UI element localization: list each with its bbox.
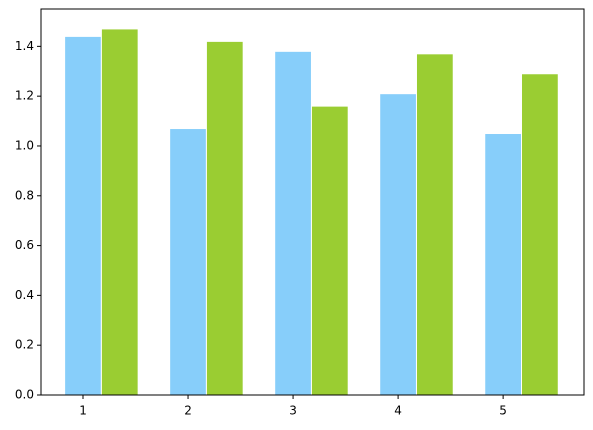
y-tick-label: 1.0 [15, 138, 34, 152]
bar [274, 50, 312, 396]
bar [415, 53, 454, 396]
bar [310, 105, 349, 396]
bar [169, 128, 207, 396]
plot-frame [40, 8, 585, 396]
y-tick-label: 1.4 [15, 39, 34, 53]
bar [205, 40, 244, 396]
y-tick-label: 0.6 [15, 238, 34, 252]
x-tick-label: 2 [184, 404, 192, 418]
y-tick-label: 1.2 [15, 89, 34, 103]
x-tick-label: 1 [79, 404, 87, 418]
y-tick-label: 0.8 [15, 188, 34, 202]
bar [521, 73, 559, 396]
x-tick-label: 5 [499, 404, 507, 418]
bar [100, 28, 139, 396]
y-tick-label: 0.2 [15, 338, 34, 352]
x-tick-label: 3 [289, 404, 297, 418]
x-tick-label: 4 [394, 404, 402, 418]
y-tick-label: 0.4 [15, 288, 34, 302]
y-tick-label: 0.0 [15, 388, 34, 402]
bar [379, 93, 417, 396]
bar [64, 35, 102, 396]
bar [484, 133, 523, 396]
